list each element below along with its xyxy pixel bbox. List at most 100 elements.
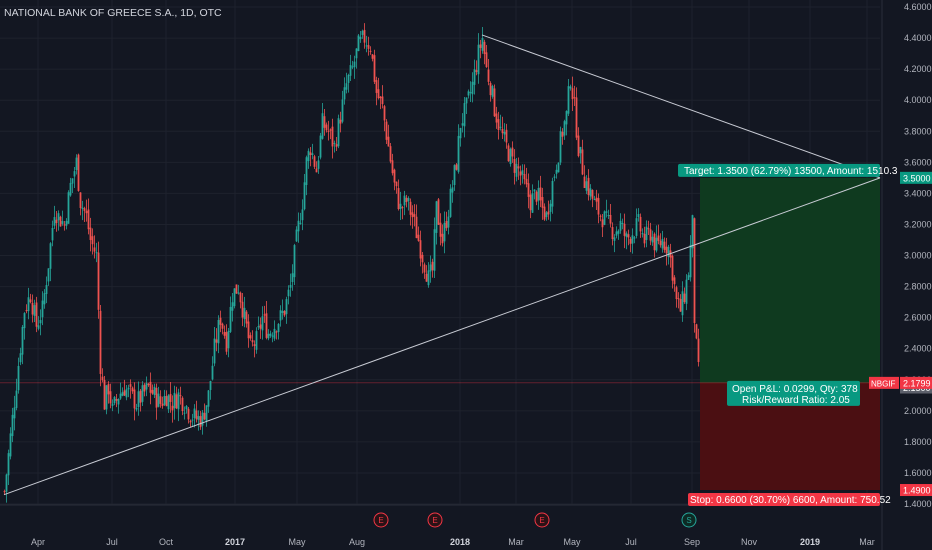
candle-body (335, 144, 338, 147)
resistance-trendline[interactable] (481, 34, 881, 179)
trend-lines[interactable] (3, 34, 881, 496)
target-zone (700, 177, 880, 383)
candle-body (9, 433, 12, 457)
support-trendline[interactable] (3, 177, 881, 496)
candle-body (15, 390, 18, 408)
candle-body (471, 81, 474, 95)
candle-body (691, 215, 694, 249)
candle-body (211, 365, 214, 380)
candle-body (549, 203, 552, 212)
candle-body (357, 35, 360, 52)
time-tick-label: Mar (508, 537, 524, 547)
candle-body (687, 275, 690, 280)
candle-body (537, 187, 540, 201)
event-marker-E[interactable] (373, 512, 389, 528)
last-price-badge-bg (900, 376, 932, 389)
event-marker-E[interactable] (427, 512, 443, 528)
candle-body (145, 383, 148, 390)
candle-body (163, 395, 166, 405)
candle-body (49, 243, 52, 269)
candle-body (523, 174, 526, 180)
pnl-label: Open P&L: 0.0299, Qty: 378 (732, 384, 858, 395)
candle-body (377, 89, 380, 99)
candle-body (535, 191, 538, 202)
candles (3, 23, 700, 503)
candle-body (177, 392, 180, 410)
candle-body (483, 41, 486, 54)
candle-body (415, 216, 418, 239)
event-marker-S[interactable] (681, 512, 697, 528)
candle-body (61, 221, 64, 224)
candle-body (459, 127, 462, 139)
price-axis[interactable]: 4.6000 4.4000 4.2000 4.0000 3.8000 3.6000 3.40… (869, 0, 932, 550)
candle-body (51, 227, 54, 241)
candle-body (277, 323, 280, 333)
candle-body (253, 344, 256, 346)
candle-body (413, 214, 416, 217)
target-label: Target: 1.3500 (62.79%) 13500, Amount: 1… (684, 166, 898, 177)
candle-body (451, 187, 454, 193)
candle-body (419, 240, 422, 259)
candle-body (443, 222, 446, 242)
candle-body (37, 325, 40, 329)
candle-body (495, 113, 498, 123)
candle-body (209, 380, 212, 391)
candle-body (269, 333, 272, 336)
candle-body (457, 135, 460, 172)
candle-body (319, 135, 322, 158)
event-marker-E[interactable] (534, 512, 550, 528)
candle-body (19, 353, 22, 363)
candle-body (213, 338, 216, 364)
candle-body (403, 195, 406, 206)
stop-price-badge-bg (900, 484, 932, 497)
candle-body (697, 338, 700, 363)
symbol-badge-bg (869, 376, 899, 389)
candle-body (573, 97, 576, 99)
candle-body (361, 30, 364, 35)
candle-body (173, 392, 176, 409)
candle-body (465, 97, 468, 104)
candle-body (497, 119, 500, 130)
candle-body (169, 393, 172, 402)
time-tick-label: Oct (159, 537, 174, 547)
candle-body (179, 395, 182, 397)
candle-body (17, 365, 20, 391)
candle-body (677, 298, 680, 300)
candle-body (107, 384, 110, 395)
candle-body (563, 121, 566, 136)
candle-body (249, 335, 252, 339)
target-price-badge: 3.5000 (903, 173, 931, 183)
candle-body (547, 211, 550, 215)
candle-body (621, 222, 624, 224)
candle-body (131, 387, 134, 392)
candle-body (285, 299, 288, 315)
candle-body (299, 222, 302, 224)
time-tick-label: Sep (684, 537, 700, 547)
candle-body (617, 230, 620, 234)
candle-body (505, 129, 508, 143)
price-tick-label: 2.8000 (904, 282, 932, 292)
candle-body (283, 310, 286, 316)
time-axis[interactable]: Apr Jul Oct 2017 May Aug 2018 Mar May Jul Sep Nov 20… (0, 504, 880, 547)
rr-label: Risk/Reward Ratio: 2.05 (742, 395, 850, 406)
candle-body (371, 54, 374, 59)
candle-body (339, 119, 342, 124)
candle-body (147, 383, 150, 386)
candle-body (165, 396, 168, 407)
candle-body (683, 293, 686, 303)
candle-body (695, 324, 698, 339)
candle-body (83, 208, 86, 211)
candle-body (279, 310, 282, 321)
candle-body (527, 183, 530, 197)
candle-body (351, 66, 354, 68)
candle-body (671, 255, 674, 281)
candle-body (125, 389, 128, 398)
candle-body (571, 88, 574, 100)
candle-body (347, 75, 350, 83)
candle-body (201, 412, 204, 426)
candle-body (595, 197, 598, 202)
candle-body (27, 297, 30, 312)
time-tick-label: 2017 (225, 537, 245, 547)
